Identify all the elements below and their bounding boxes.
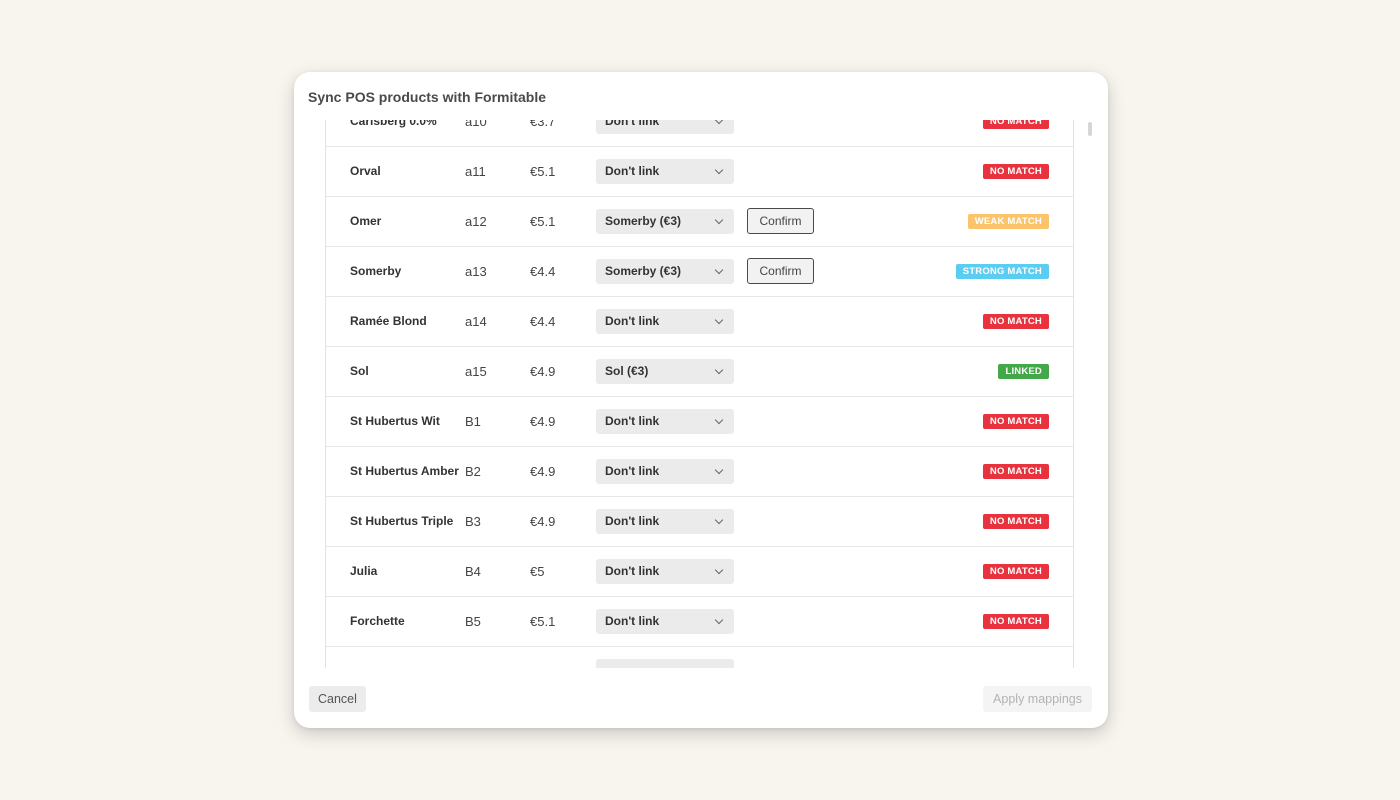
chevron-down-icon	[714, 365, 724, 375]
modal-title: Sync POS products with Formitable	[308, 89, 547, 105]
product-code: a11	[465, 164, 486, 179]
product-price: €5.1	[530, 614, 556, 629]
product-price: €4.4	[530, 264, 556, 279]
table-row: Omer a12 €5.1 Somerby (€3) Confirm WEAK …	[326, 197, 1073, 247]
mapping-select[interactable]: Sol (€3)	[596, 359, 734, 384]
chevron-down-icon	[714, 515, 724, 525]
mapping-select[interactable]: Don't link	[596, 120, 734, 134]
mapping-select[interactable]: Don't link	[596, 159, 734, 184]
chevron-down-icon	[714, 265, 724, 275]
product-name: St Hubertus Amber	[350, 464, 459, 478]
mapping-select-value: Don't link	[605, 414, 660, 428]
confirm-button[interactable]: Confirm	[747, 258, 814, 284]
product-name: Ramée Blond	[350, 314, 427, 328]
product-code: a14	[465, 314, 487, 329]
mapping-select[interactable]: Don't link	[596, 309, 734, 334]
status-badge: STRONG MATCH	[955, 264, 1049, 279]
mapping-select[interactable]: Don't link	[596, 559, 734, 584]
mapping-select[interactable]: Somerby (€3)	[596, 259, 734, 284]
chevron-down-icon	[714, 215, 724, 225]
sync-products-modal: Sync POS products with Formitable Carlsb…	[294, 72, 1108, 728]
product-code: a10	[465, 120, 487, 129]
mapping-select-value: Sol (€3)	[605, 364, 649, 378]
status-badge: LINKED	[998, 364, 1049, 379]
status-badge: WEAK MATCH	[967, 214, 1049, 229]
status-badge: NO MATCH	[982, 514, 1049, 529]
table-row: St Hubertus Wit B1 €4.9 Don't link NO MA…	[326, 397, 1073, 447]
table-row: Orval a11 €5.1 Don't link NO MATCH	[326, 147, 1073, 197]
mapping-select[interactable]	[596, 659, 734, 668]
product-price: €4.9	[530, 414, 556, 429]
product-code: B2	[465, 464, 481, 479]
mapping-select-value: Don't link	[605, 314, 660, 328]
product-name: St Hubertus Triple	[350, 514, 454, 528]
chevron-down-icon	[714, 315, 724, 325]
table-row: Somerby a13 €4.4 Somerby (€3) Confirm ST…	[326, 247, 1073, 297]
product-price: €3.7	[530, 120, 556, 129]
mapping-select-value: Don't link	[605, 464, 660, 478]
status-badge: NO MATCH	[982, 314, 1049, 329]
product-rows: Carlsberg 0.0% a10 €3.7 Don't link NO MA…	[326, 120, 1073, 668]
mapping-select-value: Don't link	[605, 614, 660, 628]
mapping-select[interactable]: Don't link	[596, 409, 734, 434]
mapping-select-value: Don't link	[605, 564, 660, 578]
mapping-select[interactable]: Don't link	[596, 509, 734, 534]
product-name: Sol	[350, 364, 369, 378]
product-code: a12	[465, 214, 487, 229]
product-price: €4.9	[530, 364, 556, 379]
mapping-select-value: Somerby (€3)	[605, 214, 682, 228]
table-row: St Hubertus Triple B3 €4.9 Don't link NO…	[326, 497, 1073, 547]
status-badge: NO MATCH	[982, 164, 1049, 179]
cancel-button[interactable]: Cancel	[309, 686, 366, 712]
table-row	[326, 647, 1073, 668]
mapping-select[interactable]: Somerby (€3)	[596, 209, 734, 234]
product-name: Carlsberg 0.0%	[350, 120, 437, 128]
product-code: a15	[465, 364, 487, 379]
chevron-down-icon	[714, 120, 724, 125]
scrollbar-thumb[interactable]	[1088, 122, 1092, 136]
product-code: B1	[465, 414, 481, 429]
product-mapping-list[interactable]: Carlsberg 0.0% a10 €3.7 Don't link NO MA…	[325, 120, 1074, 668]
chevron-down-icon	[714, 565, 724, 575]
mapping-select-value: Don't link	[605, 514, 660, 528]
product-price: €4.4	[530, 314, 556, 329]
product-name: Julia	[350, 564, 378, 578]
product-code: B3	[465, 514, 481, 529]
status-badge: NO MATCH	[982, 564, 1049, 579]
product-name: Somerby	[350, 264, 402, 278]
chevron-down-icon	[714, 415, 724, 425]
confirm-button[interactable]: Confirm	[747, 208, 814, 234]
product-name: St Hubertus Wit	[350, 414, 440, 428]
status-badge: NO MATCH	[982, 464, 1049, 479]
product-price: €5.1	[530, 164, 556, 179]
status-badge: NO MATCH	[982, 120, 1049, 129]
product-code: a13	[465, 264, 487, 279]
apply-mappings-button: Apply mappings	[983, 686, 1092, 712]
product-name: Orval	[350, 164, 381, 178]
product-price: €4.9	[530, 464, 556, 479]
chevron-down-icon	[714, 615, 724, 625]
chevron-down-icon	[714, 165, 724, 175]
product-code: B5	[465, 614, 481, 629]
status-badge: NO MATCH	[982, 614, 1049, 629]
table-row: Carlsberg 0.0% a10 €3.7 Don't link NO MA…	[326, 120, 1073, 147]
mapping-select-value: Don't link	[605, 120, 660, 128]
table-row: Julia B4 €5 Don't link NO MATCH	[326, 547, 1073, 597]
chevron-down-icon	[714, 465, 724, 475]
mapping-select[interactable]: Don't link	[596, 459, 734, 484]
product-code: B4	[465, 564, 481, 579]
product-price: €5	[530, 564, 545, 579]
mapping-select[interactable]: Don't link	[596, 609, 734, 634]
product-name: Forchette	[350, 614, 405, 628]
product-price: €4.9	[530, 514, 556, 529]
product-name: Omer	[350, 214, 382, 228]
table-row: Forchette B5 €5.1 Don't link NO MATCH	[326, 597, 1073, 647]
status-badge: NO MATCH	[982, 414, 1049, 429]
mapping-select-value: Somerby (€3)	[605, 264, 682, 278]
product-price: €5.1	[530, 214, 556, 229]
table-row: Ramée Blond a14 €4.4 Don't link NO MATCH	[326, 297, 1073, 347]
mapping-select-value: Don't link	[605, 164, 660, 178]
table-row: St Hubertus Amber B2 €4.9 Don't link NO …	[326, 447, 1073, 497]
table-row: Sol a15 €4.9 Sol (€3) LINKED	[326, 347, 1073, 397]
